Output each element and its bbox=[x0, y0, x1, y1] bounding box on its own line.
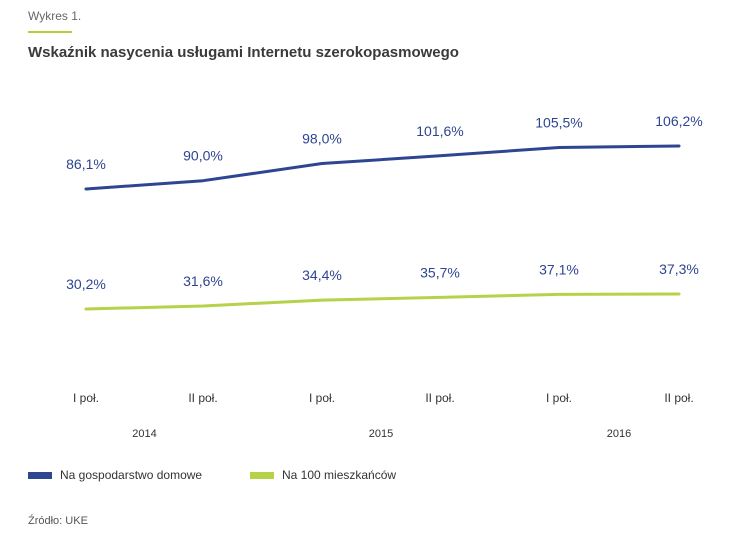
year-label: 2015 bbox=[369, 428, 393, 440]
data-label: 30,2% bbox=[66, 276, 106, 292]
chart-title: Wskaźnik nasycenia usługami Internetu sz… bbox=[28, 44, 459, 61]
source-note: Źródło: UKE bbox=[28, 515, 88, 527]
legend-swatch-households bbox=[28, 472, 52, 479]
data-label: 86,1% bbox=[66, 156, 106, 172]
year-label: 2016 bbox=[607, 428, 631, 440]
x-tick-label: II poł. bbox=[425, 391, 454, 405]
x-tick-label: I poł. bbox=[73, 391, 99, 405]
data-label: 101,6% bbox=[416, 123, 463, 139]
legend-label-households: Na gospodarstwo domowe bbox=[60, 468, 203, 482]
data-label: 98,0% bbox=[302, 131, 342, 147]
data-label: 35,7% bbox=[420, 264, 460, 280]
data-label: 105,5% bbox=[535, 115, 582, 131]
series-line-1 bbox=[84, 292, 681, 311]
chart-eyebrow: Wykres 1. bbox=[28, 9, 82, 23]
x-tick-label: I poł. bbox=[546, 391, 572, 405]
x-tick-label: II poł. bbox=[664, 391, 693, 405]
data-label: 34,4% bbox=[302, 267, 342, 283]
year-label: 2014 bbox=[132, 428, 156, 440]
data-label: 31,6% bbox=[183, 273, 223, 289]
data-label: 90,0% bbox=[183, 148, 223, 164]
x-tick-label: I poł. bbox=[309, 391, 335, 405]
accent-rule bbox=[28, 31, 72, 33]
line-chart: 86,1% 90,0% 98,0% 101,6% 105,5% 106,2% 30,2% 31… bbox=[66, 113, 703, 440]
legend-swatch-residents bbox=[250, 472, 274, 479]
x-tick-label: II poł. bbox=[188, 391, 217, 405]
data-label: 37,3% bbox=[659, 261, 699, 277]
data-label: 37,1% bbox=[539, 261, 579, 277]
legend-label-residents: Na 100 mieszkańców bbox=[282, 468, 397, 482]
data-label: 106,2% bbox=[655, 113, 702, 129]
series-line-0 bbox=[84, 144, 681, 191]
